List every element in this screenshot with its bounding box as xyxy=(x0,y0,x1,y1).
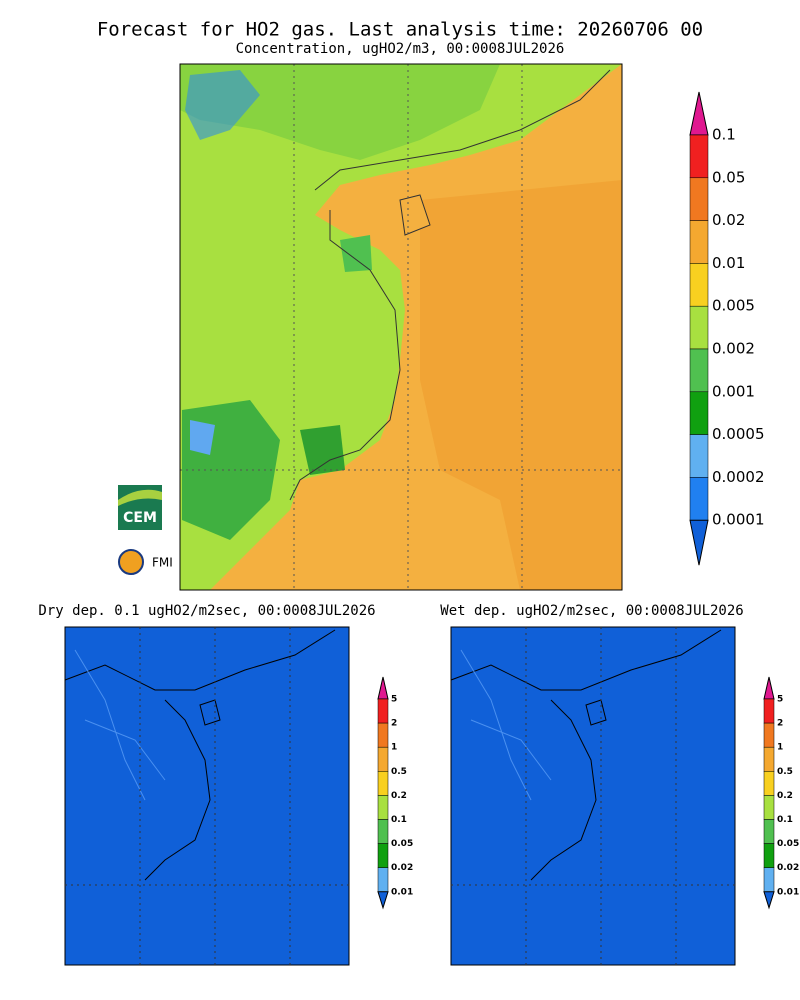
colorbar-label: 0.05 xyxy=(712,168,745,186)
colorbar-segment xyxy=(377,722,389,748)
colorbar-label: 1 xyxy=(777,743,783,753)
colorbar-label: 5 xyxy=(391,695,397,705)
subtitle: Concentration, ugHO2/m3, 00:0008JUL2026 xyxy=(236,41,565,57)
colorbar-label: 0.05 xyxy=(391,839,413,849)
colorbar-label: 1 xyxy=(391,743,397,753)
colorbar-label: 2 xyxy=(777,719,783,729)
colorbar-segment xyxy=(689,263,709,307)
colorbar-label: 0.05 xyxy=(777,839,799,849)
colorbar-segment xyxy=(689,305,709,350)
colorbar-segment xyxy=(763,795,775,820)
fmi-label: FMI xyxy=(152,556,173,570)
colorbar-label: 0.02 xyxy=(391,863,413,873)
colorbar-segment xyxy=(763,843,775,868)
colorbar-label: 0.2 xyxy=(391,791,407,801)
colorbar-segment xyxy=(763,698,775,724)
colorbar-segment xyxy=(377,843,389,868)
colorbar-segment xyxy=(377,771,389,796)
colorbar-label: 2 xyxy=(391,719,397,729)
cem-label: CEM xyxy=(123,510,157,526)
colorbar-label: 5 xyxy=(777,695,783,705)
colorbar-label: 0.1 xyxy=(391,815,407,825)
colorbar-segment xyxy=(377,698,389,724)
colorbar-segment xyxy=(377,819,389,844)
colorbar-label: 0.005 xyxy=(712,297,755,315)
title: Forecast for HO2 gas. Last analysis time… xyxy=(97,19,703,41)
colorbar-tip xyxy=(763,891,775,910)
colorbar-segment xyxy=(763,819,775,844)
colorbar-segment xyxy=(689,220,709,264)
colorbar-segment xyxy=(689,177,709,221)
colorbar-segment xyxy=(377,746,389,772)
coastline xyxy=(64,629,336,881)
colorbar-label: 0.02 xyxy=(777,863,799,873)
panel-title: Wet dep. ugHO2/m2sec, 00:0008JUL2026 xyxy=(440,603,743,619)
colorbar-label: 0.01 xyxy=(391,887,413,897)
colorbar-segment xyxy=(763,722,775,748)
colorbar-tip xyxy=(377,891,389,910)
colorbar-label: 0.0005 xyxy=(712,425,765,443)
colorbar-label: 0.01 xyxy=(712,254,745,272)
colorbar-label: 0.0002 xyxy=(712,468,765,486)
colorbar-segment xyxy=(763,867,775,893)
small-maps: 5 2 1 0.5 0.2 0.1 0.05 0.02 0.01 5 2 1 0.5 0.2 0.1 0.05… xyxy=(64,626,799,966)
colorbar-label: 0.5 xyxy=(391,767,407,777)
colorbar-label: 0.001 xyxy=(712,382,755,400)
colorbar-segment xyxy=(763,746,775,772)
fmi-logo: FMI xyxy=(118,549,173,575)
colorbar-label: 0.002 xyxy=(712,340,755,358)
rivers xyxy=(74,649,166,801)
colorbar-segment xyxy=(689,434,709,478)
colorbar-segment xyxy=(377,795,389,820)
main-map xyxy=(179,63,623,591)
colorbar-tip xyxy=(377,676,389,700)
colorbar-label: 0.02 xyxy=(712,211,745,229)
map-area xyxy=(64,626,350,966)
colorbar-segment xyxy=(689,477,709,521)
colorbar-label: 0.0001 xyxy=(712,511,765,529)
colorbar-segment xyxy=(377,867,389,893)
panel-title: Dry dep. 0.1 ugHO2/m2sec, 00:0008JUL2026 xyxy=(38,603,375,619)
colorbar-segment xyxy=(689,134,709,179)
colorbar-label: 0.5 xyxy=(777,767,793,777)
main-colorbar: 0.1 0.05 0.02 0.01 0.005 0.002 0.001 0.0005 0.00… xyxy=(689,91,765,566)
colorbar-tip xyxy=(763,676,775,700)
cem-logo: CEM xyxy=(118,485,162,530)
colorbar-label: 0.1 xyxy=(712,126,736,144)
coastline xyxy=(450,629,722,881)
colorbar-label: 0.2 xyxy=(777,791,793,801)
map-area xyxy=(450,626,736,966)
rivers xyxy=(460,649,552,801)
small-map: 5 2 1 0.5 0.2 0.1 0.05 0.02 0.01 xyxy=(64,626,413,966)
colorbar-tip xyxy=(689,519,709,566)
small-map: 5 2 1 0.5 0.2 0.1 0.05 0.02 0.01 xyxy=(450,626,799,966)
colorbar-segment xyxy=(689,348,709,393)
colorbar-label: 0.01 xyxy=(777,887,799,897)
colorbar-label: 0.1 xyxy=(777,815,793,825)
colorbar-tip xyxy=(689,91,709,136)
colorbar-segment xyxy=(689,391,709,435)
colorbar-segment xyxy=(763,771,775,796)
